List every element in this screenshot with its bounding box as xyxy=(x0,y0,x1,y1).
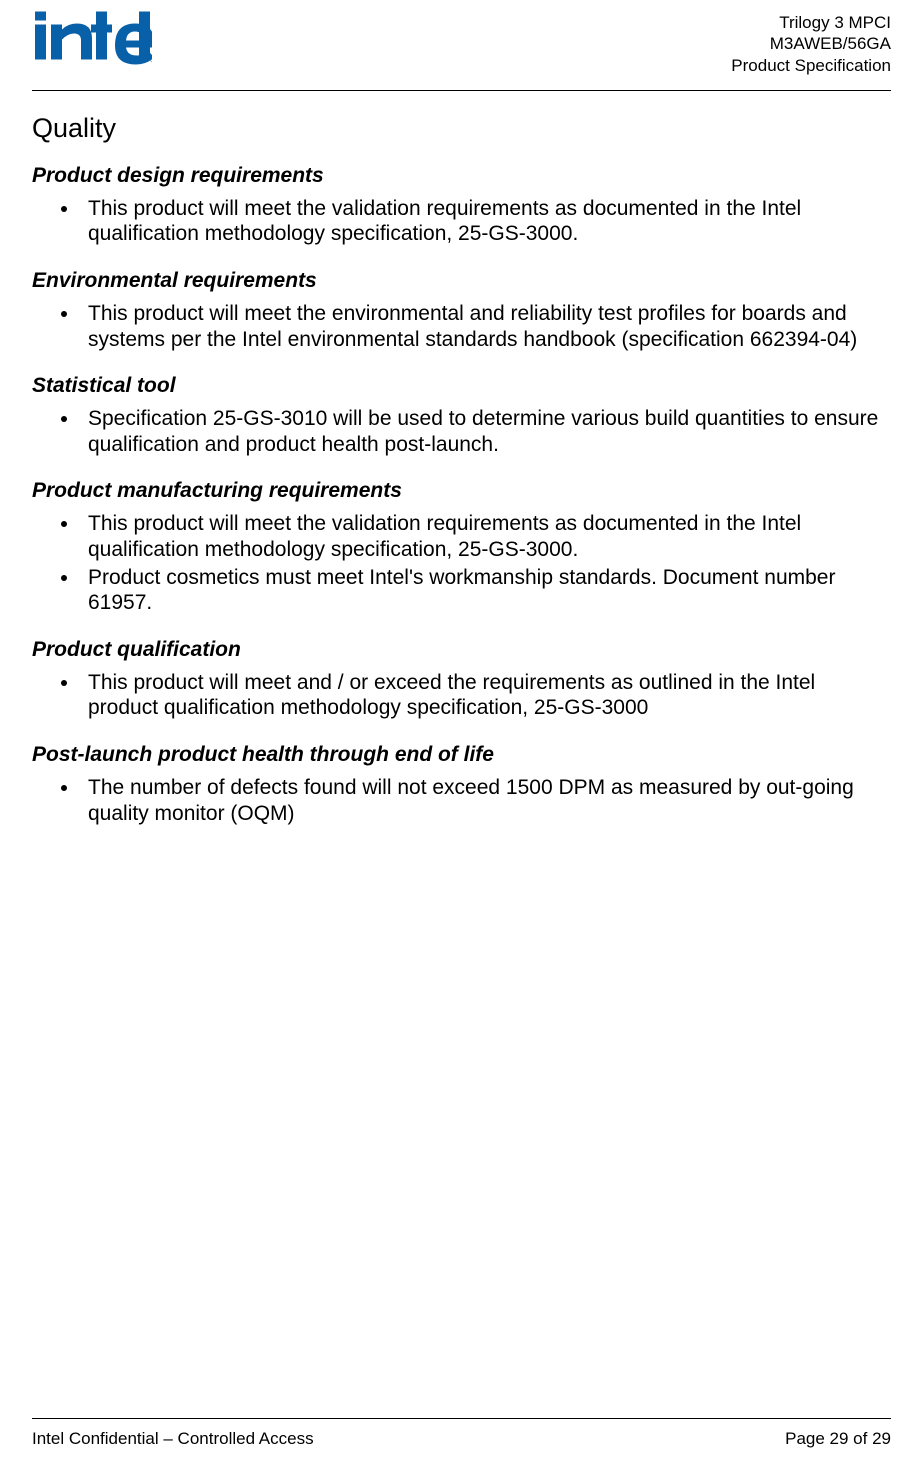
page-header: ® Trilogy 3 MPCI M3AWEB/56GA Product Spe… xyxy=(32,10,891,90)
bullet-item: This product will meet the validation re… xyxy=(80,196,891,247)
subheading: Product design requirements xyxy=(32,164,891,188)
bullet-list: This product will meet the validation re… xyxy=(32,196,891,247)
bullet-list: This product will meet the environmental… xyxy=(32,301,891,352)
header-line-1: Trilogy 3 MPCI xyxy=(731,12,891,33)
header-line-2: M3AWEB/56GA xyxy=(731,33,891,54)
subheading: Environmental requirements xyxy=(32,269,891,293)
header-text-block: Trilogy 3 MPCI M3AWEB/56GA Product Speci… xyxy=(731,12,891,76)
subheading: Post-launch product health through end o… xyxy=(32,743,891,767)
bullet-item: Specification 25-GS-3010 will be used to… xyxy=(80,406,891,457)
sections-container: Product design requirements This product … xyxy=(32,164,891,827)
intel-logo: ® xyxy=(32,10,152,66)
subheading: Product manufacturing requirements xyxy=(32,479,891,503)
bullet-item: The number of defects found will not exc… xyxy=(80,775,891,826)
bullet-list: This product will meet and / or exceed t… xyxy=(32,670,891,721)
header-rule xyxy=(32,90,891,91)
svg-text:®: ® xyxy=(150,55,152,65)
footer-right: Page 29 of 29 xyxy=(785,1429,891,1449)
page-footer: Intel Confidential – Controlled Access P… xyxy=(32,1418,891,1449)
bullet-item: Product cosmetics must meet Intel's work… xyxy=(80,565,891,616)
bullet-list: Specification 25-GS-3010 will be used to… xyxy=(32,406,891,457)
footer-rule xyxy=(32,1418,891,1419)
header-line-3: Product Specification xyxy=(731,55,891,76)
bullet-item: This product will meet the validation re… xyxy=(80,511,891,562)
bullet-item: This product will meet and / or exceed t… xyxy=(80,670,891,721)
page-title: Quality xyxy=(32,113,891,144)
bullet-list: This product will meet the validation re… xyxy=(32,511,891,615)
footer-row: Intel Confidential – Controlled Access P… xyxy=(32,1429,891,1449)
subheading: Statistical tool xyxy=(32,374,891,398)
bullet-item: This product will meet the environmental… xyxy=(80,301,891,352)
footer-left: Intel Confidential – Controlled Access xyxy=(32,1429,314,1449)
page: ® Trilogy 3 MPCI M3AWEB/56GA Product Spe… xyxy=(0,0,923,1473)
subheading: Product qualification xyxy=(32,638,891,662)
bullet-list: The number of defects found will not exc… xyxy=(32,775,891,826)
